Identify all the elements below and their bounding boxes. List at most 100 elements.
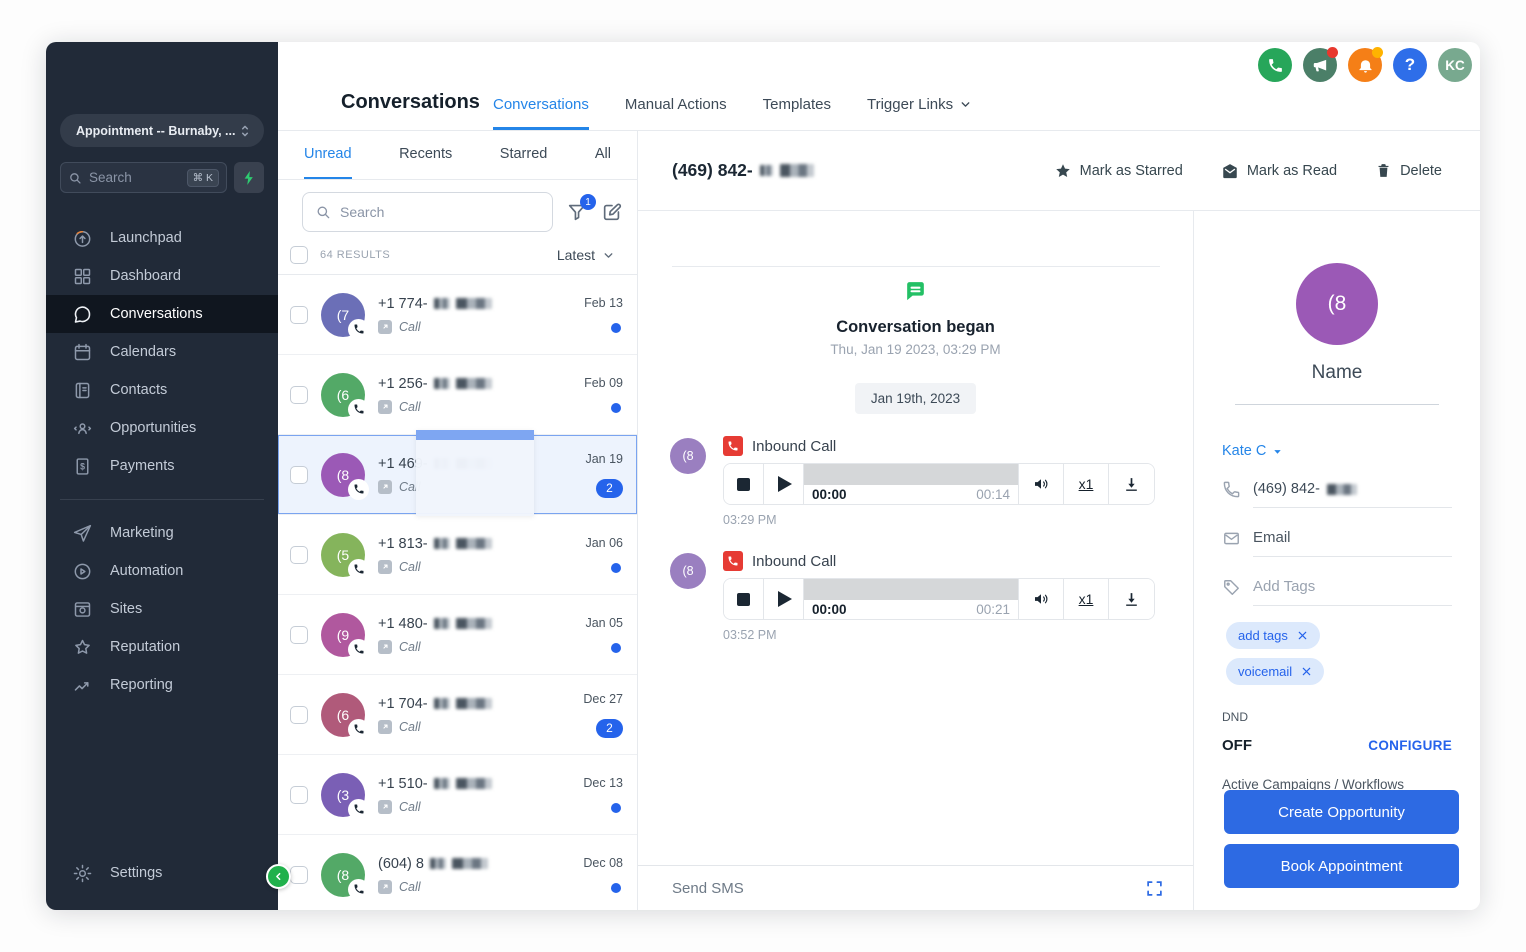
envelope-open-icon [1223,163,1237,178]
list-tab-all[interactable]: All [594,146,611,162]
sort-selector[interactable]: Latest [557,247,615,263]
book-appointment-button[interactable]: Book Appointment [1224,844,1459,888]
contact-name-field[interactable]: Name [1311,362,1363,383]
contact-details-panel: (8 Name Kate C [1193,211,1480,910]
row-checkbox[interactable] [290,305,308,324]
message-composer[interactable]: Send SMS [638,865,1193,910]
sidebar-item-dashboard[interactable]: Dashboard [46,257,278,295]
mark-as-read-button[interactable]: Mark as Read [1221,162,1337,180]
sidebar-item-marketing[interactable]: Marketing [46,514,278,552]
volume-button[interactable] [1019,579,1064,619]
remove-tag-icon[interactable] [1297,630,1308,641]
configure-dnd-button[interactable]: CONFIGURE [1368,738,1452,753]
list-tab-recents[interactable]: Recents [399,146,453,162]
unread-indicator [611,643,621,653]
contact-owner-selector[interactable]: Kate C [1222,443,1452,459]
conversation-list-item[interactable]: (3 +1 510- Call Dec 13 [278,755,637,835]
sidebar-item-payments[interactable]: $ Payments [46,447,278,485]
stop-button[interactable] [724,579,764,619]
tab-conversations[interactable]: Conversations [493,96,589,130]
download-button[interactable] [1109,464,1154,504]
filter-button[interactable]: 1 [566,194,596,223]
announcements-button[interactable] [1303,47,1338,82]
message-direction-icon [378,639,392,654]
expand-composer-button[interactable] [1146,880,1163,897]
sidebar-item-reputation[interactable]: Reputation [46,628,278,666]
tag-chip: add tags [1226,622,1320,649]
playback-rate-button[interactable]: x1 [1064,579,1109,619]
sidebar-item-sites[interactable]: Sites [46,590,278,628]
call-type-label: Inbound Call [752,552,837,570]
lightning-icon [244,170,253,185]
phone-icon [348,398,369,420]
conversation-list-item[interactable]: (6 +1 256- Call Feb 09 [278,355,637,435]
row-checkbox[interactable] [290,545,308,564]
sidebar-item-label: Calendars [110,344,177,360]
contact-phone-field[interactable]: (469) 842- [1253,481,1452,508]
phone-dialer-button[interactable] [1258,48,1292,82]
list-tab-starred[interactable]: Starred [499,146,548,162]
thread-contact-phone: (469) 842- [672,160,814,181]
conversation-list-item[interactable]: (5 +1 813- Call Jan 06 [278,515,637,595]
notifications-button[interactable] [1348,47,1383,82]
play-button[interactable] [764,464,804,504]
mark-as-starred-button[interactable]: Mark as Starred [1054,162,1183,180]
row-checkbox[interactable] [290,785,308,804]
select-all-checkbox[interactable] [290,246,308,264]
download-button[interactable] [1109,579,1154,619]
top-header: Conversations Conversations Manual Action… [278,42,1480,131]
chevron-down-icon [1274,449,1282,454]
play-button[interactable] [764,579,804,619]
sidebar-item-automation[interactable]: Automation [46,552,278,590]
dnd-status: OFF [1222,737,1252,754]
row-checkbox[interactable] [290,625,308,644]
sidebar-item-contacts[interactable]: Contacts [46,371,278,409]
contact-phone: (604) 8 [378,856,488,872]
sidebar-item-launchpad[interactable]: Launchpad [46,219,278,257]
quick-actions-button[interactable] [234,162,264,193]
row-checkbox[interactable] [290,465,308,484]
conversation-list-item[interactable]: (6 +1 704- Call Dec 27 2 [278,675,637,755]
remove-tag-icon[interactable] [1301,666,1312,677]
unread-indicator [611,323,621,333]
conversation-list-item[interactable]: (8 +1 469- Call Jan 19 2 [278,430,637,516]
user-avatar[interactable]: KC [1438,48,1472,82]
conversation-search-input[interactable]: Search [302,192,553,232]
location-selector[interactable]: Appointment -- Burnaby, ... [60,114,264,147]
tab-manual-actions[interactable]: Manual Actions [624,96,727,113]
tab-trigger-links[interactable]: Trigger Links [867,96,972,130]
seek-bar[interactable]: 00:00 00:21 [804,579,1019,619]
row-checkbox[interactable] [290,705,308,724]
sidebar-item-conversations[interactable]: Conversations [46,295,278,333]
tab-templates[interactable]: Templates [762,96,831,113]
audio-player: 00:00 00:14 x1 [723,463,1155,505]
delete-button[interactable]: Delete [1375,162,1442,180]
contact-email-field[interactable]: Email [1253,529,1452,557]
unread-indicator: 2 [596,478,623,498]
seek-bar[interactable]: 00:00 00:14 [804,464,1019,504]
phone-icon [348,318,369,340]
row-checkbox[interactable] [290,385,308,404]
sidebar-item-reporting[interactable]: Reporting [46,666,278,704]
create-opportunity-button[interactable]: Create Opportunity [1224,790,1459,834]
contact-phone: +1 813- [378,536,492,552]
playback-rate-button[interactable]: x1 [1064,464,1109,504]
inbound-call-icon [723,436,743,456]
row-checkbox[interactable] [290,865,308,884]
sidebar-item-calendars[interactable]: Calendars [46,333,278,371]
stop-button[interactable] [724,464,764,504]
sidebar-search-input[interactable]: Search ⌘ K [60,162,227,193]
volume-button[interactable] [1019,464,1064,504]
phone-icon [348,878,369,900]
sidebar-item-settings[interactable]: Settings [46,854,278,892]
compose-button[interactable] [601,201,623,223]
add-tags-field[interactable]: Add Tags [1253,578,1452,606]
list-tab-unread[interactable]: Unread [304,131,352,179]
help-button[interactable]: ? [1393,48,1427,82]
sidebar-item-opportunities[interactable]: Opportunities [46,409,278,447]
conversation-list-item[interactable]: (7 +1 774- Call Feb 13 [278,275,637,355]
sidebar-collapse-button[interactable] [266,864,291,889]
message-direction-icon [378,799,392,814]
conversation-list-item[interactable]: (8 (604) 8 Call Dec 08 [278,835,637,910]
conversation-list-item[interactable]: (9 +1 480- Call Jan 05 [278,595,637,675]
